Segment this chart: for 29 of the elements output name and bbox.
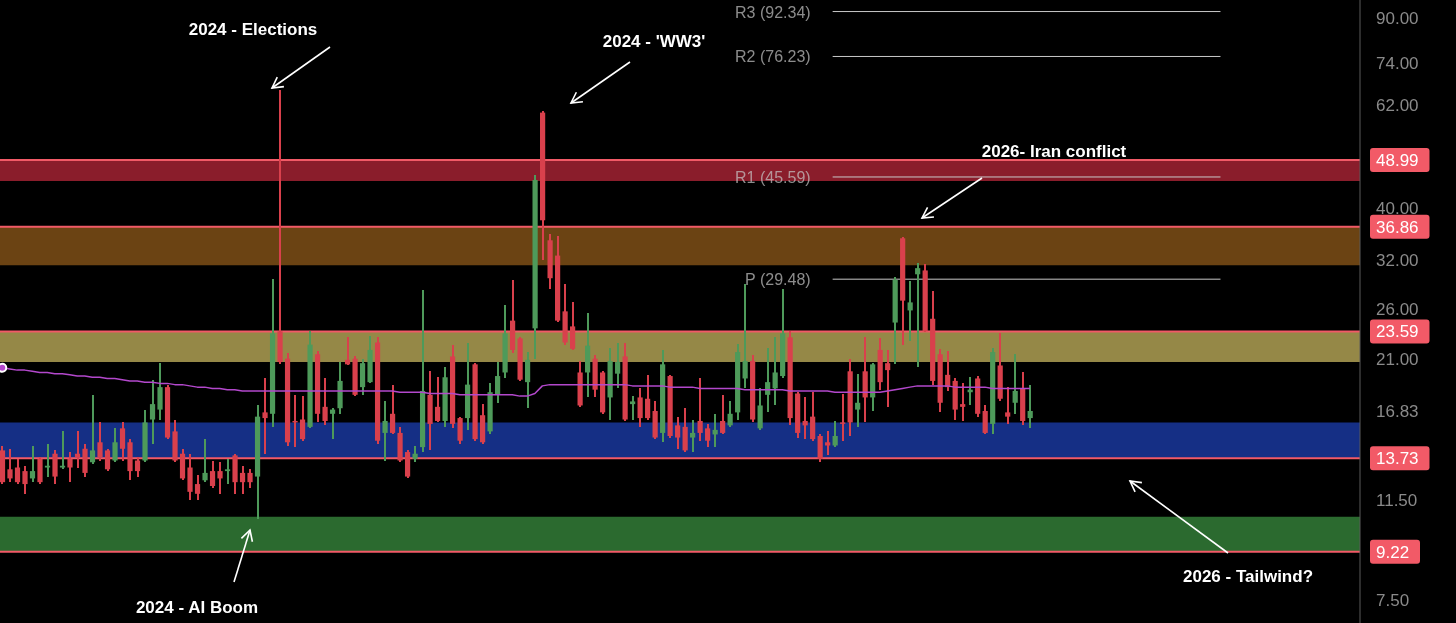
y-tick-label: 7.50: [1376, 591, 1410, 611]
y-tick-label: 16.83: [1376, 401, 1419, 421]
y-tick-label: 21.00: [1376, 349, 1419, 369]
y-tick-label: 23.59: [1376, 322, 1419, 342]
candlestick: [915, 262, 921, 367]
y-tick-label: 36.86: [1376, 217, 1419, 237]
y-tick-label: 48.99: [1376, 151, 1419, 171]
y-tick-label: 62.00: [1376, 95, 1419, 115]
candlestick: [840, 393, 846, 441]
y-tick-label: 90.00: [1376, 8, 1419, 28]
candlestick: [59, 431, 66, 470]
candlestick: [44, 443, 51, 477]
ref-line-label: R3 (92.34): [735, 3, 811, 21]
annotation: 2026- Iran conflict: [981, 142, 1127, 162]
candlestick: [262, 378, 268, 454]
y-tick-label: 40.00: [1376, 198, 1419, 218]
y-tick-label: 9.22: [1376, 542, 1410, 562]
y-tick-label: 74.00: [1376, 54, 1419, 74]
ref-line-label: P (29.48): [745, 271, 811, 289]
annotation: 2024 - AI Boom: [135, 598, 259, 618]
annotation: 2024 - Elections: [188, 20, 318, 40]
y-tick-label: 32.00: [1376, 250, 1419, 270]
candlestick: [224, 458, 231, 485]
text: 2026 - Tailwind?: [1182, 567, 1314, 587]
ref-line-label: R2 (76.23): [735, 48, 811, 66]
y-tick-label: 26.00: [1376, 299, 1419, 319]
y-tick-label: 13.73: [1376, 449, 1419, 469]
y-tick-label: 11.50: [1376, 490, 1418, 510]
annotation: 2024 - 'WW3': [602, 32, 706, 52]
